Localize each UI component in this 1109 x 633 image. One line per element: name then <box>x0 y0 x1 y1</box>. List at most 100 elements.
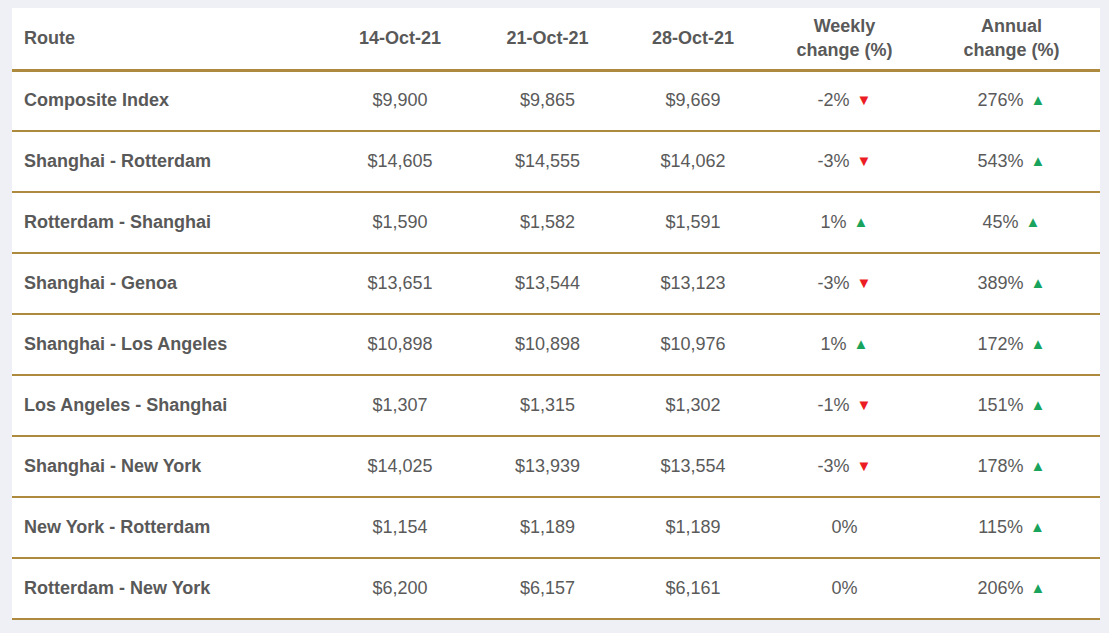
table-row: Composite Index $9,900 $9,865 $9,669 -2%… <box>12 70 1100 131</box>
weekly-change-cell: 0% <box>766 497 923 558</box>
rate-cell: $13,544 <box>475 253 620 314</box>
route-cell: Shanghai - Genoa <box>12 253 325 314</box>
down-triangle-icon: ▼ <box>857 152 872 169</box>
table-row: Rotterdam - New York $6,200 $6,157 $6,16… <box>12 558 1100 619</box>
down-triangle-icon: ▼ <box>857 396 872 413</box>
table-row: Shanghai - Rotterdam $14,605 $14,555 $14… <box>12 131 1100 192</box>
rate-cell: $10,898 <box>325 314 475 375</box>
up-triangle-icon: ▲ <box>1031 274 1046 291</box>
annual-change-value: 172% <box>978 334 1024 354</box>
table-row: Shanghai - Genoa $13,651 $13,544 $13,123… <box>12 253 1100 314</box>
freight-rates-table: Route 14-Oct-21 21-Oct-21 28-Oct-21 Week… <box>12 8 1100 620</box>
route-cell: Shanghai - New York <box>12 436 325 497</box>
annual-change-value: 45% <box>983 212 1019 232</box>
rate-cell: $1,591 <box>620 192 766 253</box>
annual-change-cell: 151% ▲ <box>923 375 1100 436</box>
rate-cell: $1,307 <box>325 375 475 436</box>
annual-change-cell: 543%▲ <box>923 131 1100 192</box>
weekly-change-cell: -1% ▼ <box>766 375 923 436</box>
annual-change-value: 206% <box>978 578 1024 598</box>
down-triangle-icon: ▼ <box>857 457 872 474</box>
up-triangle-icon: ▲ <box>1031 396 1046 413</box>
annual-change-cell: 172% ▲ <box>923 314 1100 375</box>
weekly-change-value: -1% <box>818 395 850 415</box>
route-cell: Rotterdam - New York <box>12 558 325 619</box>
up-triangle-icon: ▲ <box>1031 579 1046 596</box>
weekly-change-value: 1% <box>821 334 847 354</box>
rate-cell: $14,025 <box>325 436 475 497</box>
up-triangle-icon: ▲ <box>1031 91 1046 108</box>
route-cell: Los Angeles - Shanghai <box>12 375 325 436</box>
weekly-change-cell: 1% ▲ <box>766 314 923 375</box>
rate-cell: $14,062 <box>620 131 766 192</box>
annual-change-value: 115% <box>978 517 1023 537</box>
rate-cell: $1,302 <box>620 375 766 436</box>
rate-cell: $6,161 <box>620 558 766 619</box>
annual-change-value: 151% <box>978 395 1024 415</box>
rate-cell: $1,154 <box>325 497 475 558</box>
up-triangle-icon: ▲ <box>854 335 869 352</box>
annual-change-line1: Annual <box>923 14 1100 38</box>
column-header-weekly-change: Weekly change (%) <box>766 8 923 70</box>
column-header-route: Route <box>12 8 325 70</box>
rate-cell: $9,669 <box>620 70 766 131</box>
table-row: Rotterdam - Shanghai $1,590 $1,582 $1,59… <box>12 192 1100 253</box>
weekly-change-cell: -3%▼ <box>766 131 923 192</box>
route-cell: Shanghai - Rotterdam <box>12 131 325 192</box>
annual-change-cell: 389% ▲ <box>923 253 1100 314</box>
annual-change-value: 543% <box>978 151 1024 171</box>
weekly-change-line2: change (%) <box>766 38 923 62</box>
rate-cell: $10,898 <box>475 314 620 375</box>
rate-cell: $13,554 <box>620 436 766 497</box>
annual-change-cell: 276% ▲ <box>923 70 1100 131</box>
freight-rates-card: Route 14-Oct-21 21-Oct-21 28-Oct-21 Week… <box>12 8 1100 620</box>
weekly-change-value: -3% <box>818 456 850 476</box>
rate-cell: $1,582 <box>475 192 620 253</box>
annual-change-value: 178% <box>978 456 1024 476</box>
weekly-change-cell: -2% ▼ <box>766 70 923 131</box>
annual-change-value: 276% <box>978 90 1024 110</box>
rate-cell: $1,315 <box>475 375 620 436</box>
table-row: Los Angeles - Shanghai $1,307 $1,315 $1,… <box>12 375 1100 436</box>
weekly-change-cell: 0% <box>766 558 923 619</box>
up-triangle-icon: ▲ <box>854 213 869 230</box>
annual-change-cell: 206% ▲ <box>923 558 1100 619</box>
route-cell: Rotterdam - Shanghai <box>12 192 325 253</box>
annual-change-cell: 115% ▲ <box>923 497 1100 558</box>
rate-cell: $9,900 <box>325 70 475 131</box>
weekly-change-value: 0% <box>831 578 857 598</box>
rate-cell: $1,189 <box>620 497 766 558</box>
table-row: New York - Rotterdam $1,154 $1,189 $1,18… <box>12 497 1100 558</box>
route-cell: New York - Rotterdam <box>12 497 325 558</box>
rate-cell: $10,976 <box>620 314 766 375</box>
column-header-annual-change: Annual change (%) <box>923 8 1100 70</box>
column-header-date2: 21-Oct-21 <box>475 8 620 70</box>
weekly-change-cell: 1% ▲ <box>766 192 923 253</box>
weekly-change-cell: -3%▼ <box>766 253 923 314</box>
down-triangle-icon: ▼ <box>857 91 872 108</box>
rate-cell: $1,590 <box>325 192 475 253</box>
table-row: Shanghai - Los Angeles $10,898 $10,898 $… <box>12 314 1100 375</box>
up-triangle-icon: ▲ <box>1031 335 1046 352</box>
table-header: Route 14-Oct-21 21-Oct-21 28-Oct-21 Week… <box>12 8 1100 70</box>
table-row: Shanghai - New York $14,025 $13,939 $13,… <box>12 436 1100 497</box>
annual-change-cell: 178%▲ <box>923 436 1100 497</box>
header-row: Route 14-Oct-21 21-Oct-21 28-Oct-21 Week… <box>12 8 1100 70</box>
weekly-change-line1: Weekly <box>766 14 923 38</box>
weekly-change-value: 0% <box>831 517 857 537</box>
rate-cell: $14,555 <box>475 131 620 192</box>
route-cell: Shanghai - Los Angeles <box>12 314 325 375</box>
rate-cell: $9,865 <box>475 70 620 131</box>
column-header-date3: 28-Oct-21 <box>620 8 766 70</box>
down-triangle-icon: ▼ <box>857 274 872 291</box>
rate-cell: $13,939 <box>475 436 620 497</box>
up-triangle-icon: ▲ <box>1030 518 1045 535</box>
up-triangle-icon: ▲ <box>1026 213 1041 230</box>
rate-cell: $1,189 <box>475 497 620 558</box>
rate-cell: $13,651 <box>325 253 475 314</box>
weekly-change-cell: -3% ▼ <box>766 436 923 497</box>
weekly-change-value: 1% <box>821 212 847 232</box>
weekly-change-value: -2% <box>818 90 850 110</box>
annual-change-cell: 45% ▲ <box>923 192 1100 253</box>
annual-change-value: 389% <box>978 273 1024 293</box>
